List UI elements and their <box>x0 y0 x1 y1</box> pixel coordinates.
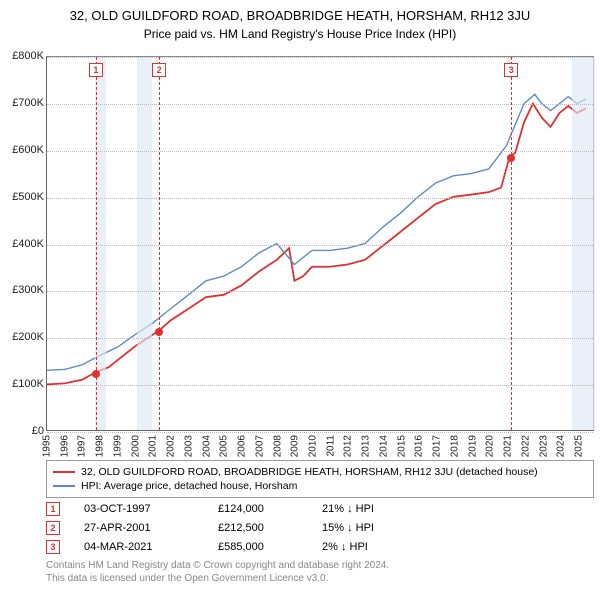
x-tick-label: 2000 <box>130 435 141 457</box>
sale-price: £585,000 <box>218 541 298 553</box>
sale-marker-dot <box>155 328 163 336</box>
sale-row: 1 03-OCT-1997 £124,000 21% ↓ HPI <box>46 500 594 518</box>
x-tick-label: 2011 <box>325 435 336 457</box>
x-tick-label: 2001 <box>148 435 159 457</box>
chart-title: 32, OLD GUILDFORD ROAD, BROADBRIDGE HEAT… <box>0 0 600 23</box>
sale-row: 2 27-APR-2001 £212,500 15% ↓ HPI <box>46 519 594 537</box>
sale-marker-icon: 3 <box>46 540 60 554</box>
recession-band <box>572 57 595 430</box>
legend: 32, OLD GUILDFORD ROAD, BROADBRIDGE HEAT… <box>46 460 594 498</box>
legend-item: HPI: Average price, detached house, Hors… <box>53 479 587 493</box>
sale-date: 03-OCT-1997 <box>84 503 194 515</box>
x-tick-label: 2016 <box>414 435 425 457</box>
sale-marker-box: 3 <box>504 63 518 77</box>
sale-marker-dot <box>92 370 100 378</box>
x-tick-label: 2019 <box>467 435 478 457</box>
plot-area: 1995199619971998199920002001200220032004… <box>46 56 594 431</box>
chart-subtitle: Price paid vs. HM Land Registry's House … <box>0 23 600 41</box>
y-tick-label: £600K <box>12 144 44 156</box>
recession-band <box>137 57 151 430</box>
sale-marker-line <box>159 57 160 430</box>
x-tick-label: 2014 <box>378 435 389 457</box>
legend-item: 32, OLD GUILDFORD ROAD, BROADBRIDGE HEAT… <box>53 465 587 479</box>
y-tick-label: £100K <box>12 378 44 390</box>
sale-row: 3 04-MAR-2021 £585,000 2% ↓ HPI <box>46 538 594 556</box>
x-tick-label: 2013 <box>361 435 372 457</box>
x-tick-label: 2006 <box>237 435 248 457</box>
legend-label: 32, OLD GUILDFORD ROAD, BROADBRIDGE HEAT… <box>81 466 538 478</box>
x-tick-label: 2007 <box>254 435 265 457</box>
y-tick-label: £500K <box>12 191 44 203</box>
legend-label: HPI: Average price, detached house, Hors… <box>81 480 297 492</box>
chart-container: 32, OLD GUILDFORD ROAD, BROADBRIDGE HEAT… <box>0 0 600 590</box>
sale-marker-icon: 1 <box>46 502 60 516</box>
y-tick-label: £700K <box>12 97 44 109</box>
x-tick-label: 2005 <box>219 435 230 457</box>
y-tick-label: £200K <box>12 331 44 343</box>
sale-diff: 21% ↓ HPI <box>322 503 422 515</box>
sale-marker-icon: 2 <box>46 521 60 535</box>
sale-marker-box: 1 <box>89 63 103 77</box>
sale-diff: 2% ↓ HPI <box>322 541 422 553</box>
x-tick-label: 2017 <box>432 435 443 457</box>
footer-line: Contains HM Land Registry data © Crown c… <box>46 560 594 573</box>
x-tick-label: 1996 <box>59 435 70 457</box>
x-tick-label: 2018 <box>449 435 460 457</box>
sale-marker-box: 2 <box>152 63 166 77</box>
x-tick-label: 2010 <box>308 435 319 457</box>
x-tick-label: 2009 <box>290 435 301 457</box>
x-tick-label: 2015 <box>396 435 407 457</box>
x-tick-label: 2023 <box>538 435 549 457</box>
x-tick-label: 2003 <box>183 435 194 457</box>
y-tick-label: £0 <box>32 425 44 437</box>
legend-swatch <box>53 471 75 473</box>
x-tick-label: 2008 <box>272 435 283 457</box>
legend-swatch <box>53 485 75 487</box>
x-tick-label: 1997 <box>77 435 88 457</box>
x-tick-label: 2025 <box>574 435 585 457</box>
x-tick-label: 2002 <box>166 435 177 457</box>
sale-diff: 15% ↓ HPI <box>322 522 422 534</box>
x-tick-label: 1998 <box>95 435 106 457</box>
footer-attribution: Contains HM Land Registry data © Crown c… <box>46 560 594 585</box>
y-tick-label: £400K <box>12 238 44 250</box>
x-tick-label: 1995 <box>42 435 53 457</box>
sale-price: £212,500 <box>218 522 298 534</box>
x-tick-label: 2012 <box>343 435 354 457</box>
gridline <box>47 432 593 433</box>
series-hpi <box>47 94 586 370</box>
sale-date: 04-MAR-2021 <box>84 541 194 553</box>
x-tick-label: 2024 <box>556 435 567 457</box>
footer-line: This data is licensed under the Open Gov… <box>46 573 594 586</box>
x-tick-label: 2022 <box>520 435 531 457</box>
y-tick-label: £800K <box>12 50 44 62</box>
x-tick-label: 2021 <box>503 435 514 457</box>
sale-date: 27-APR-2001 <box>84 522 194 534</box>
sale-marker-dot <box>507 154 515 162</box>
sale-price: £124,000 <box>218 503 298 515</box>
y-tick-label: £300K <box>12 284 44 296</box>
x-tick-label: 1999 <box>112 435 123 457</box>
x-tick-label: 2004 <box>201 435 212 457</box>
x-tick-label: 2020 <box>485 435 496 457</box>
sale-marker-line <box>511 57 512 430</box>
